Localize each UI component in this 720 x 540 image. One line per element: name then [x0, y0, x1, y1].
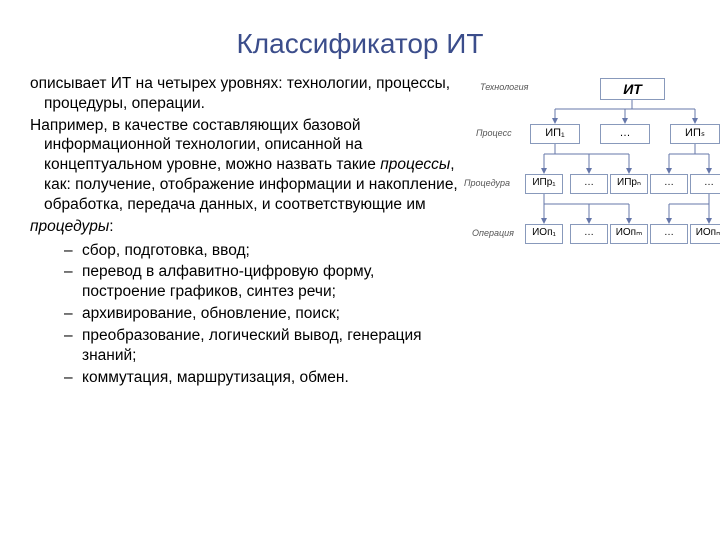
- list-item: перевод в алфавитно-цифровую форму, пост…: [82, 262, 460, 302]
- node-r4-3: ИОпₘ: [610, 224, 648, 244]
- bullet-list: сбор, подготовка, ввод; перевод в алфави…: [30, 241, 460, 388]
- node-r2-3: ИПₛ: [670, 124, 720, 144]
- diagram-column: Технология Процесс Процедура Операция ИТ…: [470, 74, 720, 389]
- hierarchy-diagram: Технология Процесс Процедура Операция ИТ…: [470, 74, 720, 304]
- para-3: процедуры:: [30, 217, 460, 237]
- node-r3-2: …: [570, 174, 608, 194]
- row-label-operation: Операция: [472, 228, 514, 238]
- list-item: архивирование, обновление, поиск;: [82, 304, 460, 324]
- para-2-b: процессы: [380, 156, 450, 173]
- node-r3-3: ИПрₙ: [610, 174, 648, 194]
- node-root: ИТ: [600, 78, 665, 100]
- para-2-a: Например, в качестве составляющих базово…: [30, 117, 376, 174]
- node-r4-4: …: [650, 224, 688, 244]
- node-r3-1: ИПр₁: [525, 174, 563, 194]
- row-label-tech: Технология: [480, 82, 528, 92]
- node-r4-1: ИОп₁: [525, 224, 563, 244]
- para-3-b: :: [109, 218, 113, 235]
- list-item: преобразование, логический вывод, генера…: [82, 326, 460, 366]
- page-title: Классификатор ИТ: [30, 28, 690, 60]
- para-2: Например, в качестве составляющих базово…: [30, 116, 460, 215]
- node-r2-2: …: [600, 124, 650, 144]
- para-3-a: процедуры: [30, 218, 109, 235]
- row-label-process: Процесс: [476, 128, 512, 138]
- node-r4-2: …: [570, 224, 608, 244]
- node-r3-5: …: [690, 174, 720, 194]
- list-item: коммутация, маршрутизация, обмен.: [82, 368, 460, 388]
- list-item: сбор, подготовка, ввод;: [82, 241, 460, 261]
- text-column: описывает ИТ на четырех уровнях: техноло…: [30, 74, 460, 389]
- node-r4-5: ИОпₘ: [690, 224, 720, 244]
- content: описывает ИТ на четырех уровнях: техноло…: [30, 74, 690, 389]
- para-1: описывает ИТ на четырех уровнях: техноло…: [30, 74, 460, 114]
- node-r3-4: …: [650, 174, 688, 194]
- row-label-procedure: Процедура: [464, 178, 510, 188]
- node-r2-1: ИП₁: [530, 124, 580, 144]
